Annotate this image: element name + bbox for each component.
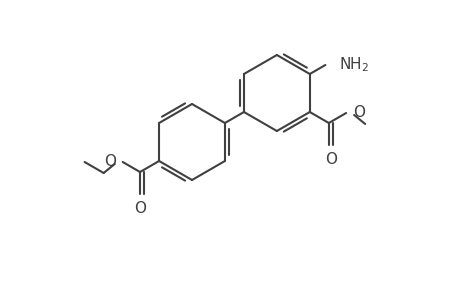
Text: O: O	[134, 201, 146, 216]
Text: O: O	[103, 154, 116, 169]
Text: O: O	[324, 152, 336, 167]
Text: NH$_2$: NH$_2$	[339, 56, 369, 74]
Text: O: O	[353, 104, 364, 119]
